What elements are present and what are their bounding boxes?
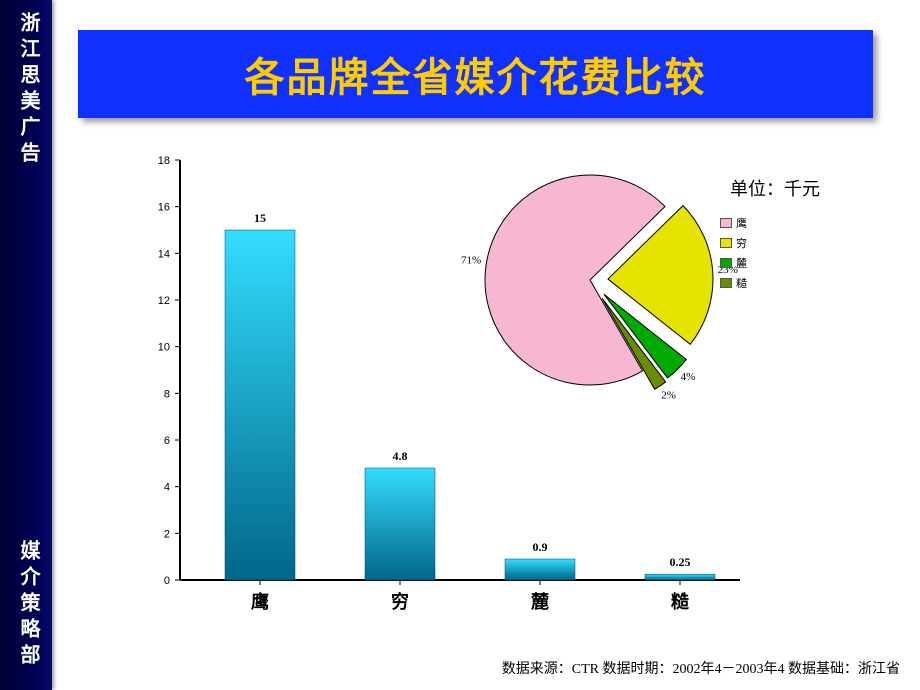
legend-item: 穷 <box>720 235 747 251</box>
legend-swatch <box>720 218 732 228</box>
legend-label: 穷 <box>736 235 747 251</box>
title-bar: 各品牌全省媒介花费比较 <box>78 30 873 118</box>
pie-legend: 鹰穷麓糙 <box>720 215 747 295</box>
svg-text:2: 2 <box>164 528 170 540</box>
svg-text:15: 15 <box>254 211 266 225</box>
svg-text:16: 16 <box>158 202 170 214</box>
svg-text:糙: 糙 <box>671 591 689 612</box>
svg-text:0.9: 0.9 <box>533 540 548 554</box>
svg-text:穷: 穷 <box>391 591 409 612</box>
legend-item: 糙 <box>720 275 747 291</box>
legend-swatch <box>720 278 732 288</box>
svg-text:10: 10 <box>158 342 170 354</box>
svg-text:4.8: 4.8 <box>393 449 408 463</box>
legend-swatch <box>720 238 732 248</box>
legend-label: 糙 <box>736 275 747 291</box>
footer-text: 数据来源：CTR 数据时期：2002年4－2003年4 数据基础：浙江省 <box>0 658 920 678</box>
svg-text:鹰: 鹰 <box>251 591 269 612</box>
sidebar: 浙江思美广告 媒介策略部 <box>0 0 52 690</box>
legend-swatch <box>720 258 732 268</box>
svg-text:14: 14 <box>158 248 170 260</box>
legend-label: 麓 <box>736 255 747 271</box>
svg-text:12: 12 <box>158 295 170 307</box>
svg-text:18: 18 <box>158 155 170 167</box>
svg-text:71%: 71% <box>461 255 481 267</box>
svg-text:8: 8 <box>164 388 170 400</box>
page-title: 各品牌全省媒介花费比较 <box>245 45 707 103</box>
sidebar-top-text: 浙江思美广告 <box>14 12 43 168</box>
svg-text:4%: 4% <box>681 371 696 383</box>
svg-text:麓: 麓 <box>530 592 550 612</box>
sidebar-bottom-text: 媒介策略部 <box>14 540 43 670</box>
legend-item: 麓 <box>720 255 747 271</box>
svg-text:2%: 2% <box>661 389 676 401</box>
svg-text:4: 4 <box>164 482 170 494</box>
svg-text:6: 6 <box>164 435 170 447</box>
legend-item: 鹰 <box>720 215 747 231</box>
legend-label: 鹰 <box>736 215 747 231</box>
svg-text:0.25: 0.25 <box>670 555 691 569</box>
svg-text:0: 0 <box>164 575 170 587</box>
